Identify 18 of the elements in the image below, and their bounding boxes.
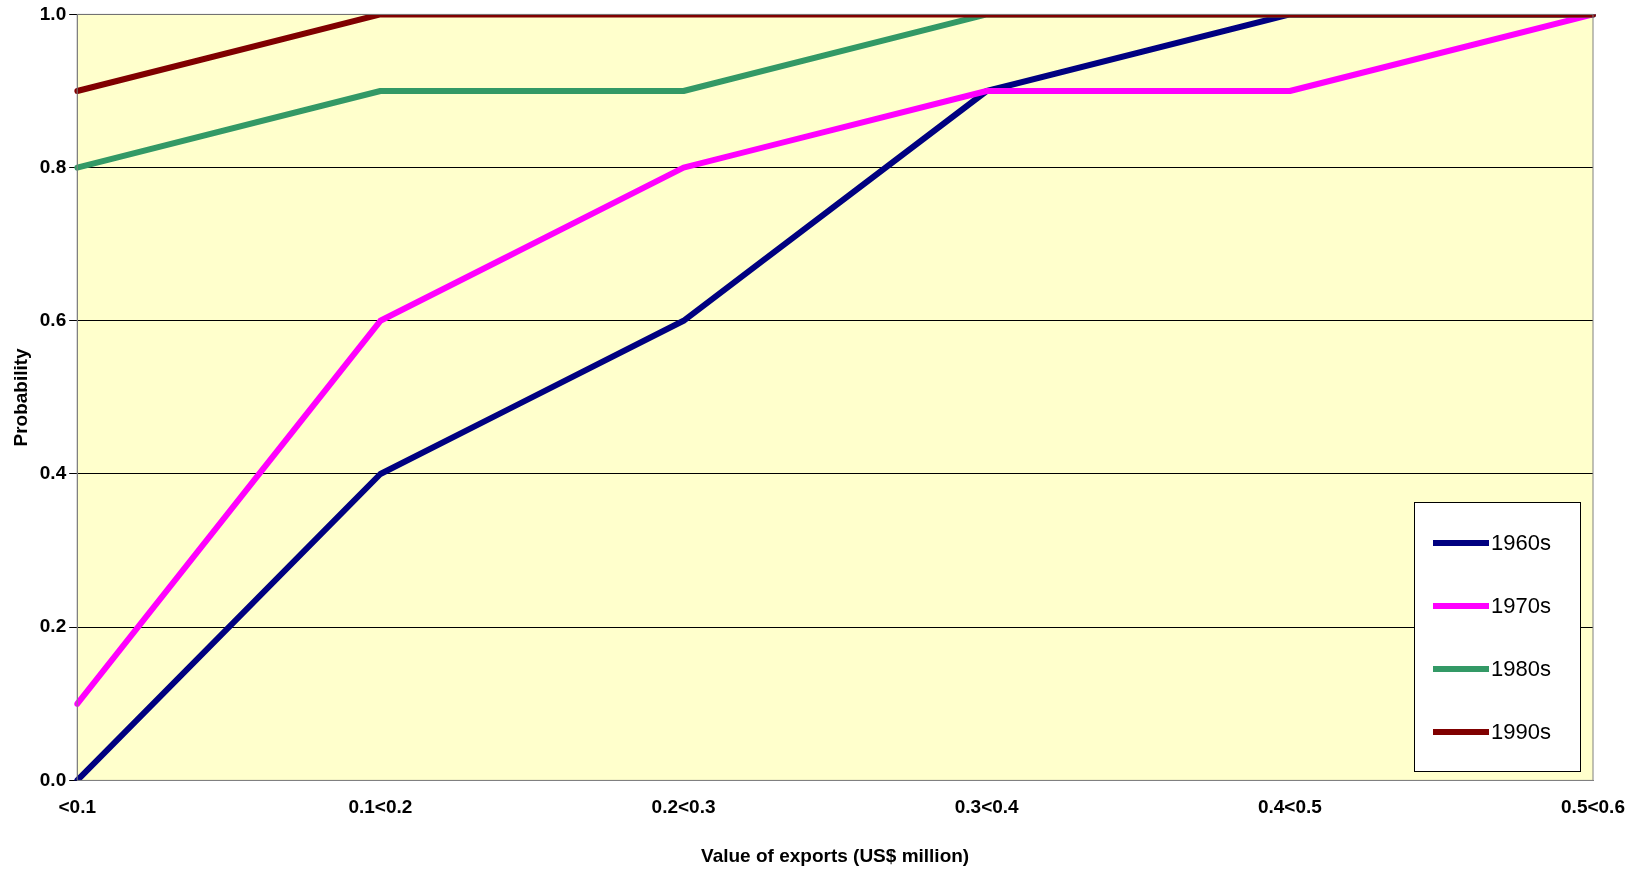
x-tick-label: <0.1: [58, 796, 97, 818]
y-tick-label: 0.2: [39, 615, 67, 637]
y-tick-label: 1.0: [39, 2, 67, 24]
x-tick-label: 0.1<0.2: [348, 796, 413, 818]
legend-label: 1970s: [1491, 592, 1551, 619]
legend-label: 1980s: [1491, 655, 1551, 682]
y-tick-label: 0.4: [39, 462, 67, 484]
legend-label: 1990s: [1491, 718, 1551, 745]
x-axis-title: Value of exports (US$ million): [701, 844, 970, 866]
x-tick-label: 0.4<0.5: [1257, 796, 1323, 818]
legend-label: 1960s: [1491, 529, 1551, 556]
y-tick-label: 0.8: [39, 155, 67, 177]
y-axis-title: Probability: [9, 347, 31, 447]
x-tick-label: 0.5<0.6: [1561, 796, 1625, 818]
y-tick-label: 0.6: [39, 309, 67, 331]
x-tick-label: 0.3<0.4: [954, 796, 1020, 818]
y-tick-label: 0.0: [39, 768, 67, 790]
x-tick-label: 0.2<0.3: [651, 796, 716, 818]
